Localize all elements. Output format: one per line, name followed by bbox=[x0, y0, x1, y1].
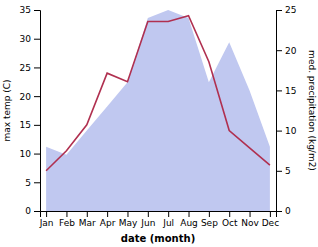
tick-mark bbox=[34, 10, 40, 11]
tick-mark bbox=[34, 125, 40, 126]
tick-mark bbox=[276, 131, 282, 132]
tick-mark bbox=[34, 96, 40, 97]
tick-label: 0 bbox=[285, 206, 291, 216]
tick-label: Jan bbox=[39, 218, 54, 228]
tick-label: Dec bbox=[262, 218, 279, 228]
axis-line bbox=[277, 11, 283, 212]
y2-axis: 0 5 10 15 20 25 bbox=[276, 5, 297, 216]
x-axis: Jan Feb Mar AprMayJun Jul AugSep OctNovDec bbox=[39, 211, 279, 228]
y-axis-title: max temp (C) bbox=[2, 79, 12, 141]
tick: 10 bbox=[20, 149, 40, 159]
tick-label: 15 bbox=[20, 120, 31, 130]
tick: 15 bbox=[276, 86, 296, 96]
tick: May bbox=[119, 211, 138, 228]
tick-mark bbox=[276, 50, 282, 51]
tick-mark bbox=[34, 211, 40, 212]
tick: Jul bbox=[162, 211, 174, 228]
tick-mark bbox=[229, 211, 230, 217]
tick-mark bbox=[189, 211, 190, 217]
tick: 15 bbox=[20, 120, 40, 130]
tick: Mar bbox=[79, 211, 96, 228]
tick: 0 bbox=[25, 206, 40, 216]
tick-label: Apr bbox=[100, 218, 116, 228]
tick-label: 10 bbox=[20, 149, 32, 159]
tick-mark bbox=[107, 211, 108, 217]
tick-mark bbox=[34, 182, 40, 183]
tick-mark bbox=[276, 171, 282, 172]
tick-label: Nov bbox=[241, 218, 259, 228]
area bbox=[46, 10, 270, 211]
tick-label: Jun bbox=[140, 218, 155, 228]
tick-mark bbox=[250, 211, 251, 217]
tick-mark bbox=[34, 39, 40, 40]
tick-label: 30 bbox=[20, 34, 32, 44]
plot: Jan Feb Mar AprMayJun Jul AugSep OctNovDec 0 5 10… bbox=[20, 5, 297, 228]
tick: Oct bbox=[222, 211, 238, 228]
tick-label: 15 bbox=[285, 86, 296, 96]
tick-label: Mar bbox=[79, 218, 96, 228]
tick-label: 20 bbox=[20, 92, 32, 102]
tick-mark bbox=[34, 154, 40, 155]
tick-label: May bbox=[119, 218, 138, 228]
axis-line bbox=[41, 212, 277, 218]
tick-label: 5 bbox=[25, 178, 31, 188]
tick-mark bbox=[148, 211, 149, 217]
axis-line bbox=[34, 11, 41, 212]
tick: Sep bbox=[201, 211, 218, 228]
tick-mark bbox=[276, 10, 282, 11]
tick-mark bbox=[276, 211, 282, 212]
tick-label: 20 bbox=[285, 46, 297, 56]
tick-mark bbox=[209, 211, 210, 217]
tick: Dec bbox=[262, 211, 279, 228]
tick-mark bbox=[87, 211, 88, 217]
tick-label: Feb bbox=[59, 218, 75, 228]
tick-mark bbox=[127, 211, 128, 217]
tick-mark bbox=[276, 90, 282, 91]
tick-mark bbox=[270, 211, 271, 217]
tick: 5 bbox=[276, 166, 291, 176]
marks bbox=[46, 10, 270, 211]
tick-label: Jul bbox=[162, 218, 174, 228]
tick: 5 bbox=[25, 178, 40, 188]
chart: Jan Feb Mar AprMayJun Jul AugSep OctNovDec 0 5 10… bbox=[0, 0, 318, 247]
tick: Jan bbox=[39, 211, 54, 228]
tick-mark bbox=[46, 211, 47, 217]
tick: Feb bbox=[59, 211, 75, 228]
tick: 25 bbox=[276, 5, 296, 15]
tick: 20 bbox=[20, 92, 40, 102]
tick-mark bbox=[34, 67, 40, 68]
tick-label: 25 bbox=[285, 5, 296, 15]
tick-label: Sep bbox=[201, 218, 218, 228]
y2-axis-title: med. precipitation (kg/m2) bbox=[307, 50, 317, 171]
tick-label: 35 bbox=[20, 5, 31, 15]
tick: 30 bbox=[20, 34, 40, 44]
tick: Apr bbox=[100, 211, 116, 228]
tick-label: 0 bbox=[25, 206, 31, 216]
tick: 0 bbox=[276, 206, 291, 216]
tick-label: Oct bbox=[222, 218, 238, 228]
x-axis-title: date (month) bbox=[121, 233, 195, 244]
tick: Jun bbox=[140, 211, 155, 228]
tick-label: 5 bbox=[285, 166, 291, 176]
tick: Nov bbox=[241, 211, 259, 228]
tick-label: 25 bbox=[20, 63, 31, 73]
tick: 25 bbox=[20, 63, 40, 73]
tick-label: Aug bbox=[180, 218, 198, 228]
tick-mark bbox=[168, 211, 169, 217]
y-axis: 0 5 10 15 20 25 30 35 bbox=[20, 5, 41, 216]
tick-label: 10 bbox=[285, 126, 297, 136]
tick: 20 bbox=[276, 46, 297, 56]
line bbox=[46, 16, 270, 171]
tick: Aug bbox=[180, 211, 198, 228]
tick: 10 bbox=[276, 126, 297, 136]
tick: 35 bbox=[20, 5, 40, 15]
tick-mark bbox=[66, 211, 67, 217]
